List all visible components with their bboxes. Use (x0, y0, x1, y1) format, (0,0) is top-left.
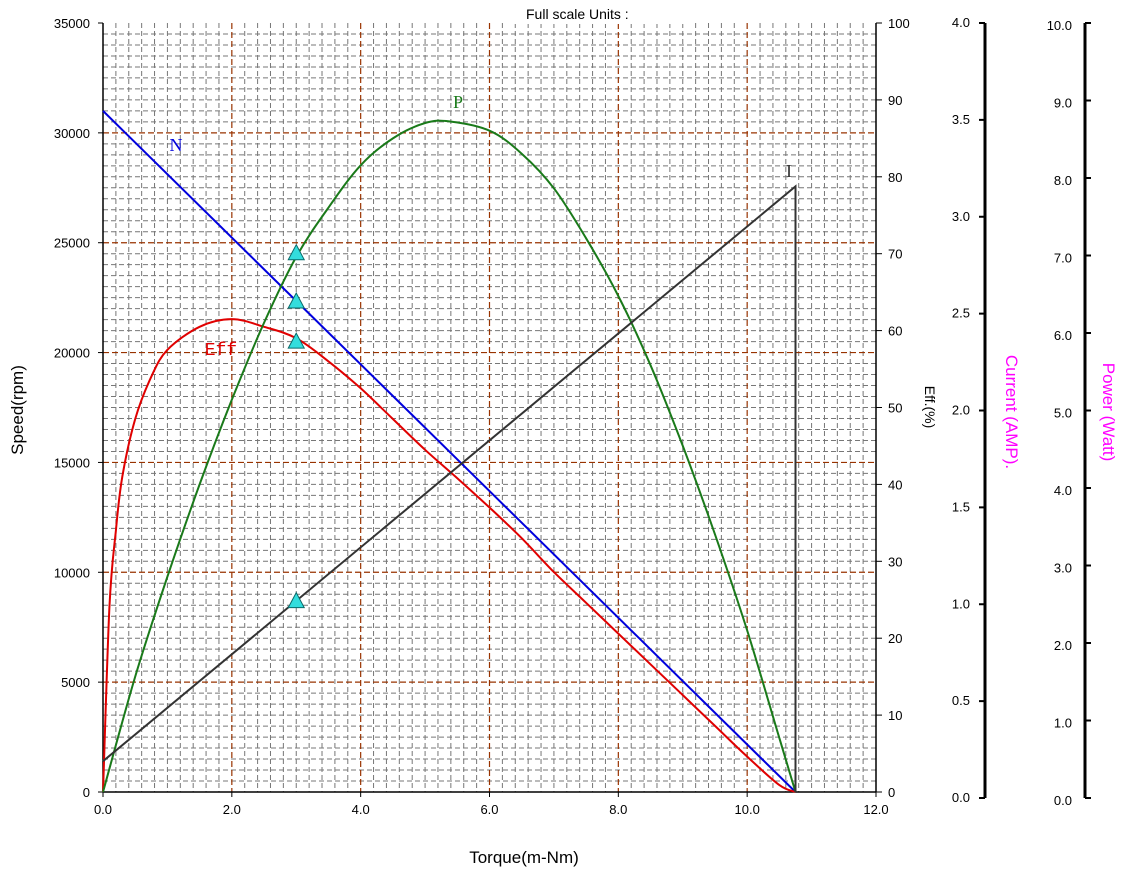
tick-labels: 0.0 2.0 4.0 6.0 8.0 10.0 12.005000100001500020… (54, 15, 1091, 817)
power-tick-label: 2.0 (1054, 638, 1072, 653)
current-tick-label: 3.5 (952, 112, 970, 127)
series-lines (102, 110, 797, 793)
x-tick-label: 6.0 (480, 802, 498, 817)
speed-tick-label: 20000 (54, 346, 90, 361)
power-axis-title: Power (Watt) (1099, 363, 1118, 462)
eff-tick-label: 100 (888, 16, 910, 31)
power-tick-label: 3.0 (1054, 561, 1072, 576)
speed-tick-label: 0 (83, 785, 90, 800)
series-marker-i (287, 591, 306, 609)
current-tick-label: 1.5 (952, 499, 970, 514)
speed-tick-label: 25000 (54, 236, 90, 251)
current-tick-label: 2.5 (952, 306, 970, 321)
x-axis-title: Torque(m-Nm) (469, 848, 579, 867)
speed-tick-label: 15000 (54, 455, 90, 470)
eff-tick-label: 80 (888, 170, 902, 185)
current-tick-label: 2.0 (952, 403, 970, 418)
power-tick-label: 8.0 (1054, 173, 1072, 188)
power-tick-label: 0.0 (1054, 793, 1072, 808)
series-annotations: N Eff P I (170, 92, 793, 361)
speed-tick-label: 30000 (54, 126, 90, 141)
current-tick-label: 3.0 (952, 209, 970, 224)
series-markers (287, 243, 306, 609)
series-line-p (102, 119, 797, 793)
x-tick-label: 10.0 (735, 802, 760, 817)
eff-tick-label: 20 (888, 631, 902, 646)
eff-tick-label: 0 (888, 785, 895, 800)
power-tick-label: 1.0 (1054, 716, 1072, 731)
x-tick-label: 4.0 (352, 802, 370, 817)
x-tick-label: 8.0 (609, 802, 627, 817)
power-tick-label: 9.0 (1054, 96, 1072, 111)
eff-tick-label: 90 (888, 93, 902, 108)
series-line-i (102, 184, 797, 792)
series-line-n (102, 110, 797, 793)
series-marker-p (287, 243, 306, 261)
annotation-p: P (453, 92, 463, 112)
speed-tick-label: 5000 (61, 675, 90, 690)
current-axis-title: Current (AMP). (1002, 355, 1021, 469)
eff-tick-label: 70 (888, 247, 902, 262)
annotation-eff: Eff (205, 341, 237, 361)
current-tick-label: 1.0 (952, 596, 970, 611)
eff-tick-label: 30 (888, 554, 902, 569)
power-tick-label: 6.0 (1054, 328, 1072, 343)
x-tick-label: 12.0 (863, 802, 888, 817)
x-tick-label: 0.0 (94, 802, 112, 817)
x-tick-label: 2.0 (223, 802, 241, 817)
eff-axis-title: Eff.(%) (922, 386, 938, 429)
power-tick-label: 4.0 (1054, 483, 1072, 498)
eff-tick-label: 10 (888, 708, 902, 723)
power-tick-label: 10.0 (1047, 18, 1072, 33)
chart-title: Full scale Units : (526, 6, 629, 22)
current-tick-label: 4.0 (952, 15, 970, 30)
grid (103, 23, 876, 792)
current-tick-label: 0.0 (952, 790, 970, 805)
speed-tick-label: 10000 (54, 565, 90, 580)
annotation-n: N (170, 135, 183, 155)
annotation-i: I (786, 161, 792, 181)
chart-title-background (514, 2, 686, 24)
series-marker-eff (287, 332, 306, 349)
series-line-eff (102, 318, 796, 793)
current-tick-label: 0.5 (952, 693, 970, 708)
eff-tick-label: 50 (888, 401, 902, 416)
power-tick-label: 7.0 (1054, 251, 1072, 266)
eff-tick-label: 60 (888, 324, 902, 339)
series-marker-n (287, 291, 306, 309)
power-tick-label: 5.0 (1054, 406, 1072, 421)
speed-axis-title: Speed(rpm) (8, 365, 27, 455)
speed-tick-label: 35000 (54, 16, 90, 31)
eff-tick-label: 40 (888, 477, 902, 492)
